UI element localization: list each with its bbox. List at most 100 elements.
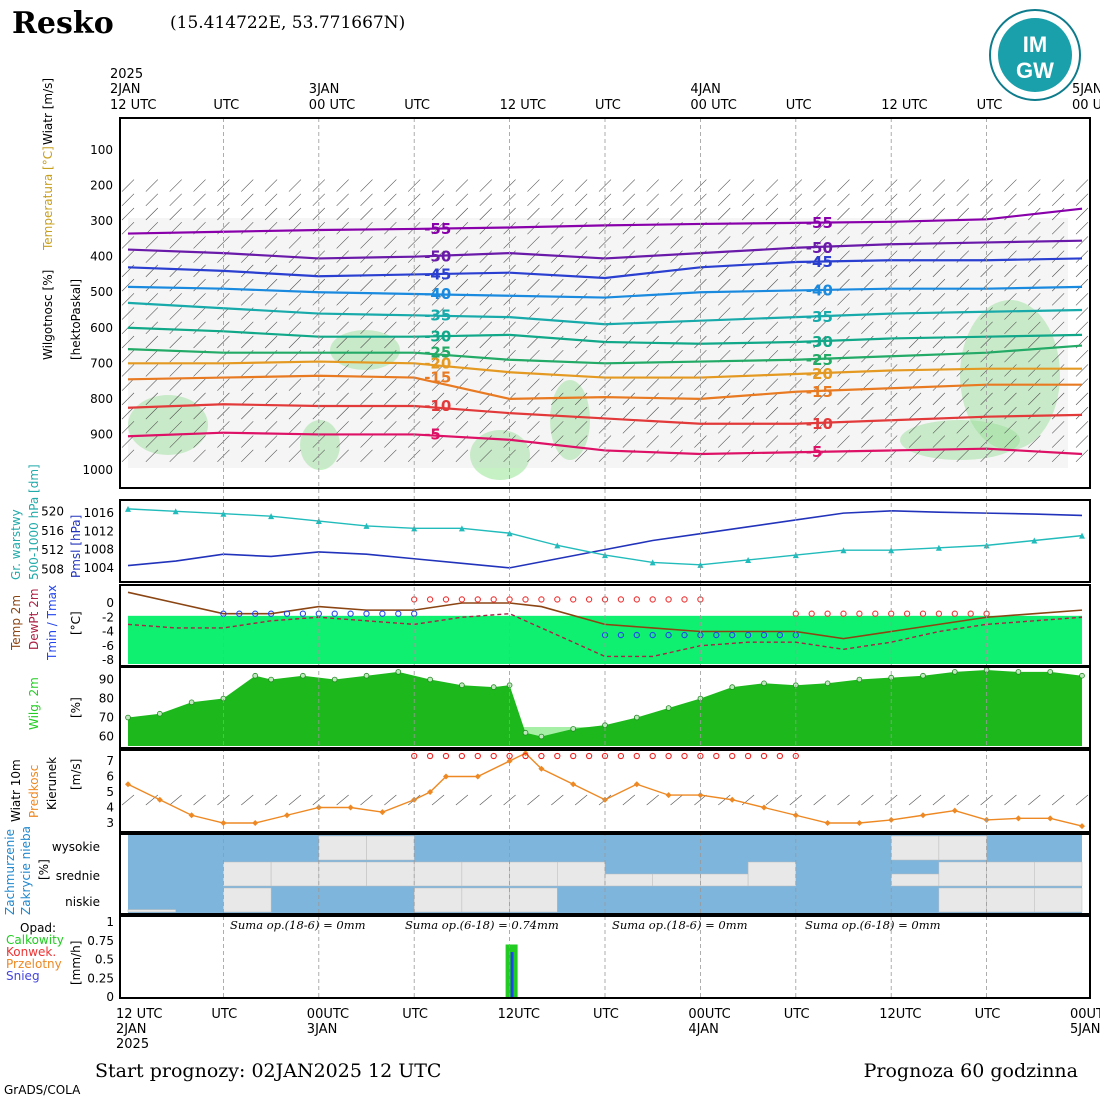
wind-barb [861,435,874,448]
wind-barb [765,264,779,278]
wind-speed-point [156,796,163,803]
wind-barb [503,236,516,249]
wind-barb [694,179,707,192]
wind-barb [431,392,445,406]
wind-speed-point [538,765,545,772]
wind-barb [884,193,898,206]
wind-speed-point [920,812,926,819]
wind-barb [789,278,803,292]
wind-barb [670,278,683,292]
tmin-marker [347,610,354,617]
bottom-time-label: 12UTC [879,1007,921,1022]
wind-barb [384,179,397,192]
wind-barb [264,321,278,334]
wind-barb [1051,278,1065,292]
thickness-point [363,522,370,529]
wind-barb [980,293,993,306]
precip-legend-item: Opad: [20,921,56,935]
tmax-marker [554,596,561,603]
wind-barb [718,449,731,462]
wind-barb [837,321,850,334]
humidity-area [128,670,1082,746]
wind-direction-barb [288,794,302,806]
wind-barb [622,364,636,377]
tmax-marker [681,596,688,603]
wind-barb [455,378,469,391]
wind-barb [932,264,946,278]
isotherm-label: -45 [424,265,451,283]
humidity-point [300,672,306,679]
wind-barb [455,307,469,320]
wind-barb [1028,321,1041,334]
wind-barb [169,435,182,448]
wind-barb [861,193,874,206]
wind-barb [551,207,564,221]
wind-barb [336,378,349,391]
wind-barb [861,207,874,221]
wind-direction-barb [551,794,564,806]
wind-barb [551,193,564,206]
cloud-bar-niskie [509,887,558,913]
isotherm-label: -30 [424,328,451,346]
wind-barb [718,207,731,221]
wind-direction-barb [908,794,922,806]
wind-barb [193,406,206,420]
wind-barb [527,364,540,377]
wind-barb [741,364,755,377]
wind-barb [765,250,779,263]
wind-barb [908,222,922,235]
wind-barb [765,278,779,292]
wind-barb [312,193,326,206]
pressure-panel [119,499,1091,583]
wind-barb [407,307,421,320]
humidity-point [395,669,402,675]
wind-barb [574,179,588,192]
wind-barb [932,222,946,235]
wind-barb [145,406,159,420]
wind-barb [241,449,254,462]
wind-barb [145,350,159,363]
wind-barb [169,392,182,406]
wind-barb [527,264,540,278]
tmax-marker [474,596,481,603]
wind-barb [264,278,278,292]
wind-barb [193,435,206,448]
cloud-bar-srednie [652,873,701,887]
cloud-bar-srednie [604,873,653,887]
wind-barb [622,278,636,292]
pmsl-tick: 1008 [83,543,114,557]
wind-barb [598,293,612,306]
wind-barb [861,179,874,192]
humidity-tick: 90 [99,673,114,687]
wind-barb [217,293,230,306]
tmax-marker [919,610,927,617]
wind-barb [336,321,349,334]
wind-barb [360,207,373,221]
humidity-point [665,705,672,711]
wind-barb [169,179,182,192]
wind-barb [1028,421,1041,434]
wind-barb [646,378,659,391]
wind-barb [169,207,182,221]
wind-barb [431,435,445,448]
wind-barb [813,406,826,420]
top-time-label: 12 UTC [110,98,156,113]
wind-barb [455,264,469,278]
wind-speed-point [729,796,736,803]
wind-barb [169,236,182,249]
wind-barb [145,207,159,221]
wind-direction-barb [241,794,254,806]
wind-barb [1051,350,1065,363]
wind-barb [145,264,159,278]
wind-direction-barb [670,794,683,806]
wind-barb [264,193,278,206]
wind-barb [837,364,850,377]
wind-barb [503,207,516,221]
pressure-tick: 200 [90,179,113,193]
wind-barb [384,236,397,249]
wind-direction-barb [360,794,373,806]
wind-barb [908,179,922,192]
wind-barb [646,193,659,206]
wind-barb [837,307,850,320]
cloud-bar-niskie [1034,887,1083,913]
